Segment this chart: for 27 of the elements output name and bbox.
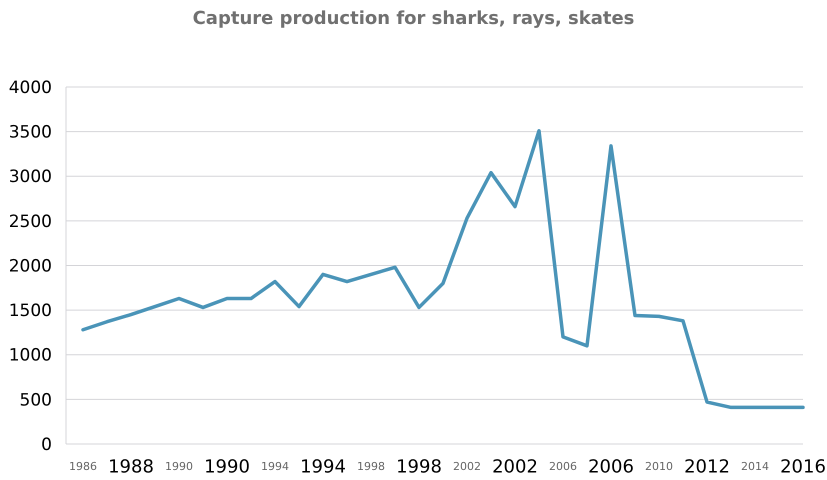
x-tick-label: 1998 xyxy=(357,460,385,473)
y-tick-label: 2500 xyxy=(8,212,52,232)
y-tick-label: 500 xyxy=(20,390,52,410)
x-tick-label: 2016 xyxy=(780,456,826,478)
x-tick-label: 2002 xyxy=(453,460,481,473)
x-tick-label: 1986 xyxy=(69,460,97,473)
x-tick-label: 1994 xyxy=(300,456,346,478)
y-tick-label: 0 xyxy=(41,434,52,455)
x-tick-label: 1988 xyxy=(108,456,154,478)
x-tick-label: 2010 xyxy=(645,460,673,473)
line-series xyxy=(81,128,805,410)
y-tick-label: 1500 xyxy=(8,301,52,322)
y-tick-label: 1000 xyxy=(8,346,52,366)
x-tick-label: 1990 xyxy=(204,456,250,478)
x-tick-label: 2014 xyxy=(741,460,769,473)
x-tick-label: 2006 xyxy=(588,456,634,478)
x-tick-label: 2012 xyxy=(684,456,730,478)
x-tick-label: 1990 xyxy=(165,460,193,473)
x-tick-label: 1998 xyxy=(396,456,442,478)
x-tick-label: 1994 xyxy=(261,460,289,473)
y-tick-label: 4000 xyxy=(8,78,52,98)
y-tick-label: 3500 xyxy=(8,122,52,143)
y-tick-label: 2000 xyxy=(8,256,52,276)
x-tick-label: 2006 xyxy=(549,460,577,473)
x-tick-label: 2002 xyxy=(492,456,538,478)
y-tick-label: 3000 xyxy=(8,167,52,188)
chart-title: Capture production for sharks, rays, skates xyxy=(192,8,634,29)
